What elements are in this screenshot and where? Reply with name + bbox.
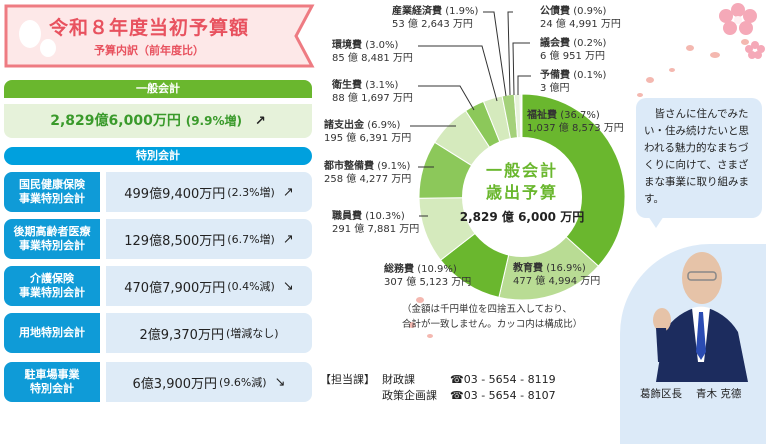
trend-down-icon: ↘ [274,374,286,390]
special-account-label: 駐車場事業 特別会計 [4,362,100,402]
special-account-row: 介護保険 事業特別会計 470億7,900万円 (0.4%減) ↘ [4,266,312,306]
slice-label-misc: 諸支出金 (6.9%) 195 億 6,391 万円 [324,120,412,144]
trend-up-icon: ↗ [282,184,294,200]
special-account-row: 後期高齢者医療 事業特別会計 129億8,500万円 (6.7%増) ↗ [4,219,312,259]
general-account-amount: 2,829億6,000万円 [50,113,181,129]
banner-ribbon-shape [4,4,315,68]
amount: 2億9,370万円 [139,327,224,343]
bubble-tail [648,216,664,228]
amount: 470億7,900万円 [124,280,226,296]
special-account-value: 499億9,400万円 (2.3%増) ↗ [106,172,312,212]
slice-label-education: 教育費 (16.9%) 477 億 4,994 万円 [513,263,601,287]
phone-number: ☎03 - 5654 - 8107 [450,389,556,402]
footnote: （金額は千円単位を四捨五入しており、 合計が一致しません。カッコ内は構成比） [402,304,583,330]
phone-number: ☎03 - 5654 - 8119 [450,373,556,386]
special-account-label: 後期高齢者医療 事業特別会計 [4,219,100,259]
contact-label: 【担当課】 [320,373,375,386]
banner-subtitle: 予算内訳（前年度比） [94,44,204,57]
change: (6.7%増) [227,233,275,246]
amount: 6億3,900万円 [132,376,218,392]
slice-label-general-affairs: 総務費 (10.9%) 307 億 5,123 万円 [384,264,472,288]
slice-label-health: 衛生費 (3.1%) 88 億 1,697 万円 [332,80,413,104]
mayor-photo [653,252,748,382]
slice-label-debt: 公債費 (0.9%) 24 億 4,991 万円 [540,6,621,30]
leader-lines [410,11,531,217]
trend-up-icon: ↗ [282,231,294,247]
department-name: 財政課 [382,373,415,386]
general-account-value: 2,829億6,000万円 (9.9%増) ↗ [4,104,312,138]
general-account-header: 一般会計 [4,80,312,98]
department-name: 政策企画課 [382,389,437,402]
message-bubble: 皆さんに住んでみたい・住み続けたいと思われる魅力的なまちづくりに向けて、さまざま… [636,98,762,218]
chart-center-title: 一般会計 歳出予算 [485,161,558,202]
special-account-label: 国民健康保険 事業特別会計 [4,172,100,212]
change: (2.3%増) [227,186,275,199]
amount: 499億9,400万円 [124,186,226,202]
cherry-blossom-decoration [409,3,765,338]
special-account-value: 129億8,500万円 (6.7%増) ↗ [106,219,312,259]
slice-label-urban: 都市整備費 (9.1%) 258 億 4,277 万円 [324,161,412,185]
chart-center-total: 2,829 億 6,000 万円 [459,210,585,224]
special-account-label: 介護保険 事業特別会計 [4,266,100,306]
slice-label-welfare: 福祉費 (36.7%) 1,037 億 8,573 万円 [527,110,624,134]
mayor-name: 青木 克德 [696,388,742,400]
trend-down-icon: ↘ [282,278,294,294]
special-account-label: 用地特別会計 [4,313,100,353]
special-account-value: 6億3,900万円 (9.6%減) ↘ [106,362,312,402]
change: (0.4%減) [227,280,275,293]
slice-label-staff: 職員費 (10.3%) 291 億 7,881 万円 [332,211,420,235]
banner-title: 令和８年度当初予算額 [48,17,249,39]
title-banner: 令和８年度当初予算額 予算内訳（前年度比） [4,4,315,68]
slice-label-reserve: 予備費 (0.1%) 3 億円 [540,70,607,94]
budget-donut-chart [410,11,626,301]
change: (9.6%減) [219,376,267,389]
slice-label-industry: 産業経済費 (1.9%) 53 億 2,643 万円 [392,6,479,30]
mayor-caption: 葛飾区長 青木 克德 [640,386,755,401]
mayor-title: 葛飾区長 [640,388,682,400]
slice-label-assembly: 議会費 (0.2%) 6 億 951 万円 [540,38,607,62]
special-account-value: 470億7,900万円 (0.4%減) ↘ [106,266,312,306]
special-account-row: 用地特別会計 2億9,370万円 (増減なし) [4,313,312,353]
special-account-value: 2億9,370万円 (増減なし) [106,313,312,353]
petal-icon [19,20,41,48]
amount: 129億8,500万円 [124,233,226,249]
sakura-flower-icon [719,3,765,59]
change: (増減なし) [225,327,279,340]
general-account-change: (9.9%増) [185,114,242,128]
contact-info: 【担当課】 財政課 ☎03 - 5654 - 8119 政策企画課 ☎03 - … [320,372,556,404]
special-account-row: 駐車場事業 特別会計 6億3,900万円 (9.6%減) ↘ [4,362,312,402]
trend-up-icon: ↗ [254,114,266,129]
slice-label-environment: 環境費 (3.0%) 85 億 8,481 万円 [332,40,413,64]
special-account-row: 国民健康保険 事業特別会計 499億9,400万円 (2.3%増) ↗ [4,172,312,212]
special-accounts-header: 特別会計 [4,147,312,165]
